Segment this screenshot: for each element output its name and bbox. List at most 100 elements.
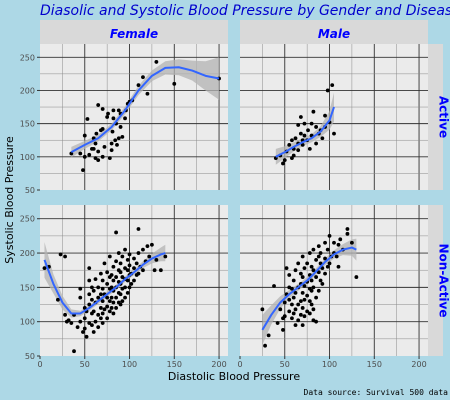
data-point	[109, 285, 114, 290]
data-point	[100, 299, 105, 303]
data-point	[118, 261, 123, 266]
data-point	[66, 318, 71, 323]
data-point	[105, 282, 110, 286]
data-point	[282, 314, 287, 319]
data-point	[98, 316, 103, 321]
data-point	[290, 156, 294, 161]
data-point	[327, 233, 332, 238]
data-point	[90, 323, 94, 328]
data-point	[69, 321, 74, 325]
data-point	[260, 307, 265, 312]
data-point	[63, 254, 67, 259]
data-point	[298, 299, 303, 303]
data-point	[111, 264, 116, 269]
data-point	[63, 312, 67, 317]
data-point	[147, 254, 152, 259]
data-point	[311, 247, 316, 252]
data-point	[87, 278, 92, 283]
x-tick-label: 100	[322, 360, 337, 369]
data-point	[302, 314, 307, 319]
data-point	[307, 251, 312, 255]
data-point	[120, 135, 125, 139]
data-point	[263, 343, 267, 348]
data-point	[281, 328, 285, 332]
data-point	[96, 285, 101, 290]
data-point	[305, 261, 310, 266]
panel-male-non-active: 0 50 100 150 200	[237, 205, 428, 369]
data-point	[266, 333, 271, 338]
data-point	[320, 136, 325, 141]
data-point	[127, 285, 132, 290]
x-tick-label: 200	[411, 360, 426, 369]
data-point	[287, 273, 292, 277]
data-point	[96, 325, 101, 330]
data-point	[278, 307, 283, 312]
data-point	[125, 258, 130, 262]
data-point	[118, 270, 123, 275]
x-tick-label: 100	[122, 360, 137, 369]
data-point	[123, 295, 127, 300]
data-point	[96, 295, 101, 300]
data-point	[314, 319, 318, 324]
data-point	[300, 275, 305, 279]
data-point	[141, 247, 145, 252]
data-point	[81, 168, 85, 172]
data-point	[116, 251, 121, 255]
data-point	[287, 142, 292, 147]
data-point	[302, 297, 307, 302]
data-point	[109, 273, 114, 277]
data-point	[309, 278, 314, 283]
data-point	[302, 266, 307, 271]
data-point	[96, 312, 101, 317]
data-point	[87, 302, 92, 307]
data-point	[91, 288, 96, 293]
data-point	[114, 306, 118, 310]
data-point	[91, 330, 96, 334]
data-point	[296, 261, 301, 266]
smooth-line	[70, 66, 220, 154]
data-point	[125, 268, 130, 273]
data-point	[296, 148, 301, 153]
data-point	[291, 311, 296, 316]
data-point	[309, 121, 314, 126]
data-point	[309, 264, 314, 269]
x-tick-label: 0	[37, 360, 42, 369]
data-point	[290, 286, 294, 291]
data-point	[314, 141, 318, 146]
data-point	[107, 309, 112, 314]
data-point	[96, 149, 101, 154]
data-point	[120, 299, 125, 303]
data-point	[100, 321, 105, 325]
data-point	[311, 109, 316, 114]
data-point	[107, 254, 112, 259]
data-point	[293, 323, 298, 328]
data-point	[105, 115, 110, 119]
data-point	[298, 312, 303, 317]
data-point	[100, 278, 105, 283]
data-point	[296, 318, 301, 323]
data-point	[106, 111, 110, 116]
data-point	[290, 302, 294, 307]
data-point	[98, 271, 103, 276]
y-tick-label: 200	[20, 249, 35, 258]
data-point	[81, 330, 85, 334]
data-point	[298, 131, 303, 136]
data-point	[78, 295, 83, 300]
data-point	[305, 309, 310, 314]
data-point	[109, 295, 114, 300]
data-point	[272, 284, 276, 288]
data-point	[90, 297, 94, 302]
data-point	[314, 275, 318, 279]
data-point	[298, 115, 303, 119]
data-point	[309, 288, 314, 293]
data-point	[82, 326, 87, 331]
data-point	[134, 261, 139, 266]
data-point	[87, 321, 92, 325]
data-point	[78, 319, 83, 324]
data-point	[281, 161, 285, 166]
confidence-band	[275, 92, 334, 165]
data-point	[293, 136, 298, 141]
data-point	[316, 244, 321, 249]
data-point	[307, 311, 312, 316]
data-point	[311, 268, 316, 273]
